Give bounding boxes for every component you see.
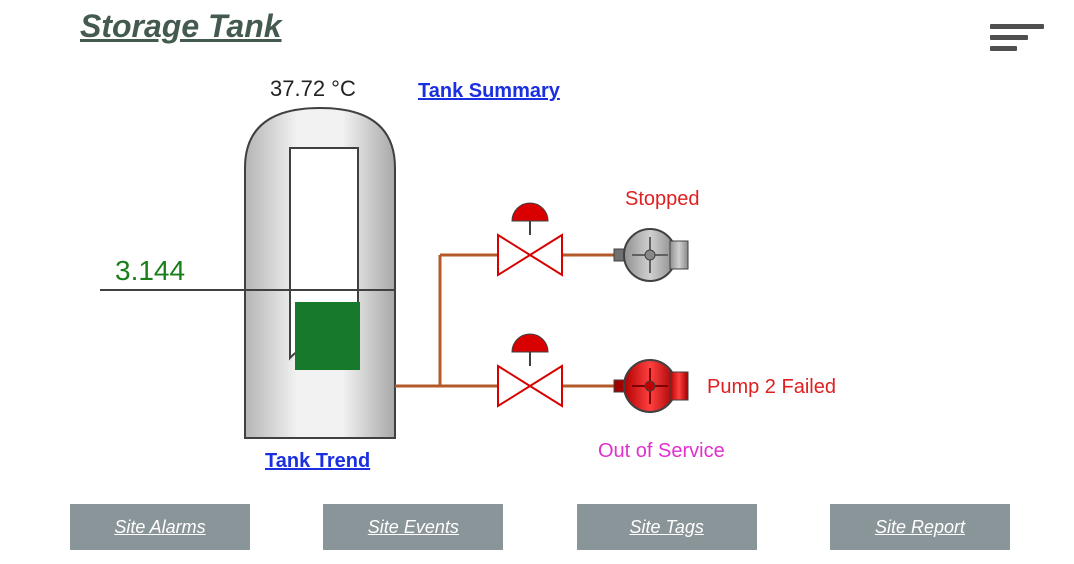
tank-liquid-icon [295,302,360,370]
valve1-icon [498,203,562,275]
pump2-icon [614,360,688,412]
out-of-service-status: Out of Service [598,440,725,463]
pump2-status: Pump 2 Failed [707,376,836,399]
site-events-button[interactable]: Site Events [323,504,503,550]
site-alarms-button[interactable]: Site Alarms [70,504,250,550]
hamburger-menu-icon[interactable] [990,18,1044,58]
tank-window-icon [290,148,358,368]
page-title: Storage Tank [80,8,282,45]
valve2-icon [498,334,562,406]
site-report-button[interactable]: Site Report [830,504,1010,550]
pipes-icon [395,255,614,386]
tank-summary-link[interactable]: Tank Summary [418,80,560,103]
level-value: 3.144 [115,255,185,287]
tank-body-icon [245,108,395,438]
temperature-label: 37.72 °C [270,76,356,102]
pump1-icon [614,229,688,281]
site-tags-button[interactable]: Site Tags [577,504,757,550]
nav-buttons: Site Alarms Site Events Site Tags Site R… [70,504,1010,550]
pump1-status: Stopped [625,188,700,211]
tank-trend-link[interactable]: Tank Trend [265,450,370,473]
